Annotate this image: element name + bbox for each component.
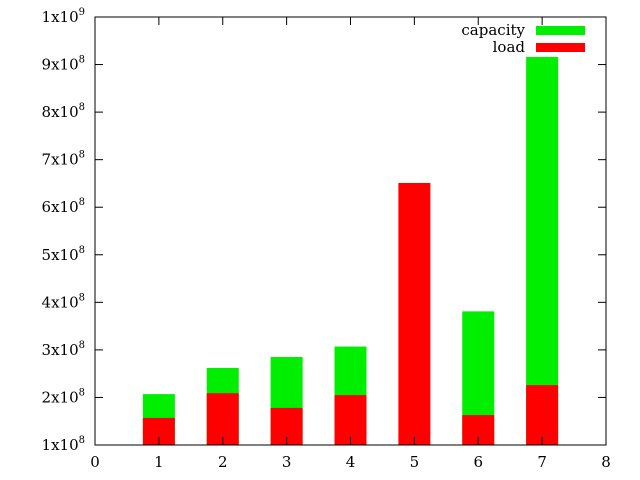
x-tick-label: 8 xyxy=(601,453,611,471)
y-tick-label: 7x108 xyxy=(42,150,85,169)
y-tick-label: 8x108 xyxy=(42,102,85,121)
legend-swatch-capacity xyxy=(536,26,585,35)
y-tick-label: 4x108 xyxy=(42,292,85,311)
bar-capacity-7 xyxy=(526,56,559,446)
x-tick-label: 7 xyxy=(537,453,547,471)
bars-layer xyxy=(142,56,559,446)
y-tick-label: 1x108 xyxy=(42,435,85,454)
legend-label-capacity: capacity xyxy=(461,21,525,39)
legend-swatch-load xyxy=(536,43,585,52)
bar-load-5 xyxy=(398,182,431,446)
x-tick-labels: 0 1 2 3 4 5 6 7 8 xyxy=(90,453,611,471)
y-tick-label: 6x108 xyxy=(42,197,85,216)
y-tick-label: 1x109 xyxy=(42,7,85,26)
x-tick-label: 0 xyxy=(90,453,100,471)
bar-load-2 xyxy=(206,393,239,445)
y-tick-label: 3x108 xyxy=(42,340,85,359)
y-tick-label: 2x108 xyxy=(42,387,85,406)
x-tick-label: 6 xyxy=(473,453,483,471)
x-tick-label: 4 xyxy=(346,453,356,471)
x-tick-label: 1 xyxy=(154,453,164,471)
x-tick-label: 3 xyxy=(282,453,292,471)
bar-load-7 xyxy=(526,385,559,445)
x-tick-label: 2 xyxy=(218,453,228,471)
ticks-layer xyxy=(94,16,607,446)
legend-label-load: load xyxy=(493,38,526,56)
x-tick-label: 5 xyxy=(410,453,420,471)
y-tick-label: 5x108 xyxy=(42,245,85,264)
bar-load-4 xyxy=(334,395,367,445)
y-tick-labels: 1x108 2x108 3x108 4x108 5x108 6x108 7x108 8x108… xyxy=(42,7,85,454)
y-tick-label: 9x108 xyxy=(42,55,85,74)
